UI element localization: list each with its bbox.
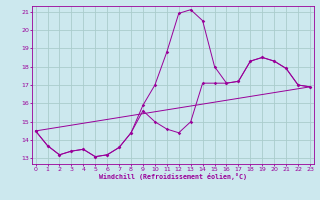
- X-axis label: Windchill (Refroidissement éolien,°C): Windchill (Refroidissement éolien,°C): [99, 173, 247, 180]
